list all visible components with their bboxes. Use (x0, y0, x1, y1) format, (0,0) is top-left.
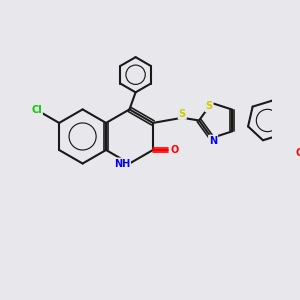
Text: O: O (170, 145, 179, 155)
Text: S: S (179, 109, 186, 119)
Text: N: N (209, 136, 217, 146)
Text: Cl: Cl (31, 105, 42, 115)
Text: S: S (206, 101, 213, 111)
Text: O: O (295, 148, 300, 158)
Text: NH: NH (114, 158, 130, 169)
